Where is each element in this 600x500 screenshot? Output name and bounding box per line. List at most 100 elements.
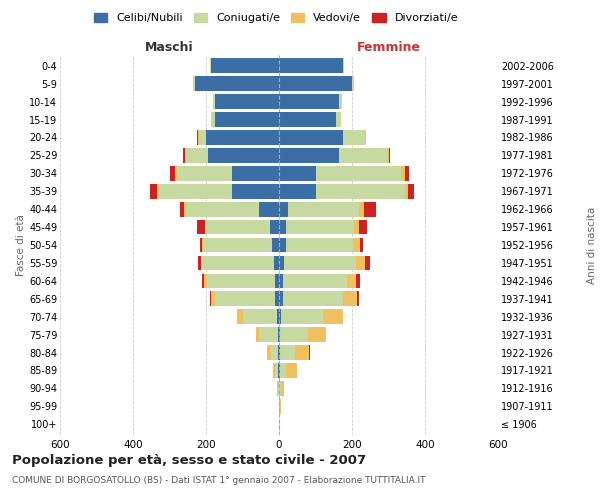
Bar xyxy=(279,76,352,91)
Bar xyxy=(279,130,343,145)
Bar xyxy=(323,310,343,324)
Bar xyxy=(211,112,215,127)
Bar xyxy=(200,238,202,252)
Bar xyxy=(170,166,175,180)
Bar xyxy=(358,292,359,306)
Bar xyxy=(359,238,362,252)
Bar xyxy=(202,238,203,252)
Bar xyxy=(177,166,232,180)
Bar xyxy=(204,274,207,288)
Bar xyxy=(279,238,286,252)
Bar xyxy=(280,345,295,360)
Bar xyxy=(347,274,356,288)
Bar xyxy=(281,310,323,324)
Bar xyxy=(359,220,367,234)
Bar xyxy=(279,363,280,378)
Bar xyxy=(316,184,405,198)
Bar xyxy=(279,345,280,360)
Bar xyxy=(202,274,204,288)
Bar xyxy=(281,381,284,396)
Bar xyxy=(211,58,279,73)
Bar xyxy=(200,256,202,270)
Bar xyxy=(278,363,279,378)
Bar xyxy=(279,166,316,180)
Bar xyxy=(278,381,279,396)
Bar xyxy=(365,256,370,270)
Bar xyxy=(279,274,283,288)
Bar xyxy=(180,202,184,216)
Bar xyxy=(202,256,274,270)
Bar xyxy=(280,399,281,413)
Bar xyxy=(279,292,283,306)
Bar xyxy=(343,130,365,145)
Bar xyxy=(280,381,281,396)
Bar xyxy=(185,148,186,162)
Bar xyxy=(275,363,278,378)
Y-axis label: Fasce di età: Fasce di età xyxy=(16,214,26,276)
Bar xyxy=(278,345,279,360)
Bar xyxy=(267,345,271,360)
Text: Popolazione per età, sesso e stato civile - 2007: Popolazione per età, sesso e stato civil… xyxy=(12,454,366,467)
Bar xyxy=(203,238,272,252)
Bar xyxy=(215,292,275,306)
Bar xyxy=(279,202,288,216)
Bar xyxy=(256,328,259,342)
Bar xyxy=(215,112,279,127)
Bar xyxy=(279,310,281,324)
Bar xyxy=(279,112,335,127)
Bar xyxy=(356,274,360,288)
Bar xyxy=(386,148,389,162)
Bar xyxy=(211,292,215,306)
Bar xyxy=(275,274,279,288)
Bar xyxy=(232,166,279,180)
Bar xyxy=(283,274,347,288)
Bar xyxy=(208,148,279,162)
Bar xyxy=(184,202,186,216)
Bar xyxy=(309,345,310,360)
Bar xyxy=(197,130,198,145)
Bar xyxy=(206,220,270,234)
Bar xyxy=(277,310,279,324)
Legend: Celibi/Nubili, Coniugati/e, Vedovi/e, Divorziati/e: Celibi/Nubili, Coniugati/e, Vedovi/e, Di… xyxy=(89,8,463,28)
Bar xyxy=(405,184,408,198)
Bar xyxy=(270,220,279,234)
Bar xyxy=(198,130,199,145)
Text: Maschi: Maschi xyxy=(145,41,194,54)
Text: COMUNE DI BORGOSATOLLO (BS) - Dati ISTAT 1° gennaio 2007 - Elaborazione TUTTITAL: COMUNE DI BORGOSATOLLO (BS) - Dati ISTAT… xyxy=(12,476,425,485)
Bar xyxy=(353,238,359,252)
Text: Femmine: Femmine xyxy=(356,41,421,54)
Bar xyxy=(259,328,278,342)
Bar xyxy=(279,328,280,342)
Bar xyxy=(339,94,342,109)
Bar xyxy=(288,202,359,216)
Bar xyxy=(206,130,279,145)
Bar xyxy=(197,256,200,270)
Bar xyxy=(278,328,279,342)
Bar xyxy=(286,238,353,252)
Bar xyxy=(259,202,279,216)
Bar xyxy=(359,202,364,216)
Bar xyxy=(316,166,401,180)
Bar xyxy=(232,184,279,198)
Bar xyxy=(343,292,358,306)
Bar xyxy=(279,94,339,109)
Bar xyxy=(195,76,279,91)
Bar xyxy=(150,184,157,198)
Bar xyxy=(286,363,296,378)
Bar xyxy=(186,202,259,216)
Bar xyxy=(279,148,339,162)
Bar xyxy=(283,292,343,306)
Bar xyxy=(284,256,356,270)
Bar xyxy=(275,292,279,306)
Text: Anni di nascita: Anni di nascita xyxy=(587,206,597,284)
Bar xyxy=(279,220,286,234)
Bar xyxy=(364,202,376,216)
Bar xyxy=(339,148,386,162)
Bar xyxy=(279,184,316,198)
Bar xyxy=(352,76,354,91)
Bar xyxy=(389,148,391,162)
Bar xyxy=(175,166,177,180)
Bar xyxy=(210,58,211,73)
Bar xyxy=(354,220,359,234)
Bar xyxy=(183,148,185,162)
